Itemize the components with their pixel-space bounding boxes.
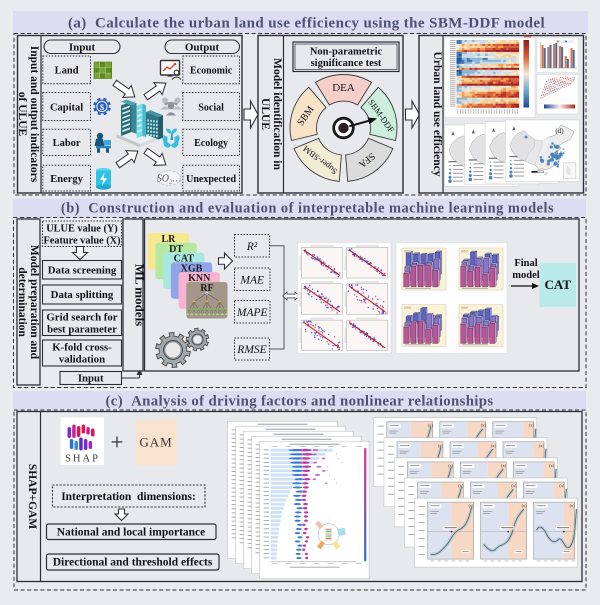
svg-text:Data screening: Data screening (48, 264, 117, 276)
svg-text:CAT: CAT (545, 277, 572, 292)
svg-text:SHAP: SHAP (65, 454, 100, 465)
svg-text:(b) Construction and evaluati: (b) Construction and evaluation of inter… (61, 201, 554, 217)
svg-text:Model preparation anddetermina: Model preparation anddetermination (16, 245, 40, 360)
svg-text:MAE: MAE (239, 274, 264, 286)
svg-text:Ecology: Ecology (194, 138, 228, 149)
svg-text:GAM: GAM (139, 435, 172, 450)
svg-text:ML models: ML models (133, 264, 148, 326)
svg-text:K-fold cross-: K-fold cross- (52, 342, 112, 354)
svg-text:(c) Analysis of driving facto: (c) Analysis of driving factors and nonl… (106, 394, 494, 410)
svg-text:SO₂…: SO₂… (157, 174, 182, 185)
svg-text:Unexpected: Unexpected (186, 174, 236, 185)
svg-text:model: model (512, 270, 539, 281)
svg-text:(a) Calculate the urban land: (a) Calculate the urban land use efficie… (68, 16, 545, 32)
svg-text:ULUE value (Y): ULUE value (Y) (46, 223, 118, 234)
svg-text:Grid search for: Grid search for (46, 311, 117, 323)
svg-text:Non-parametric: Non-parametric (310, 47, 383, 58)
svg-text:Labor: Labor (53, 138, 81, 149)
svg-text:Urban land use efficiency: Urban land use efficiency (431, 52, 443, 177)
svg-text:RF: RF (200, 283, 213, 294)
svg-text:Input: Input (78, 373, 104, 385)
svg-text:Input and output indicatorsof: Input and output indicatorsof ULUE (16, 46, 40, 183)
svg-text:+: + (111, 430, 124, 455)
svg-text:Land: Land (55, 66, 79, 77)
svg-text:Feature value (X): Feature value (X) (43, 235, 120, 246)
svg-text:(d): (d) (555, 127, 564, 135)
svg-text:Input: Input (69, 41, 96, 53)
svg-text:DEA: DEA (332, 82, 355, 94)
svg-text:Data splitting: Data splitting (51, 289, 114, 301)
svg-text:KNN: KNN (188, 273, 211, 284)
svg-text:Social: Social (198, 102, 224, 113)
svg-text:RMSE: RMSE (236, 344, 266, 356)
svg-text:best parameter: best parameter (47, 323, 117, 335)
svg-text:Interpretation dimensions:: Interpretation dimensions: (61, 491, 196, 503)
svg-text:Directional and threshold effe: Directional and threshold effects (53, 557, 213, 569)
svg-text:Capital: Capital (50, 102, 83, 113)
svg-text:Final: Final (514, 258, 537, 269)
svg-text:MAPE: MAPE (236, 307, 268, 319)
svg-text:LR: LR (161, 234, 176, 245)
svg-text:DT: DT (169, 244, 183, 255)
svg-text:XGB: XGB (181, 263, 203, 274)
svg-text:National and local importance: National and local importance (57, 527, 206, 539)
svg-text:SHAP+GAM: SHAP+GAM (26, 464, 38, 529)
svg-text:Energy: Energy (50, 174, 83, 185)
svg-text:Model identification inULUE: Model identification inULUE (259, 58, 283, 170)
svg-text:validation: validation (59, 354, 105, 366)
svg-text:Output: Output (185, 41, 220, 53)
svg-text:R²: R² (246, 241, 258, 253)
svg-text:$: $ (100, 102, 105, 112)
svg-text:significance test: significance test (311, 58, 382, 69)
svg-text:CAT: CAT (174, 254, 195, 265)
svg-text:Economic: Economic (190, 66, 233, 77)
